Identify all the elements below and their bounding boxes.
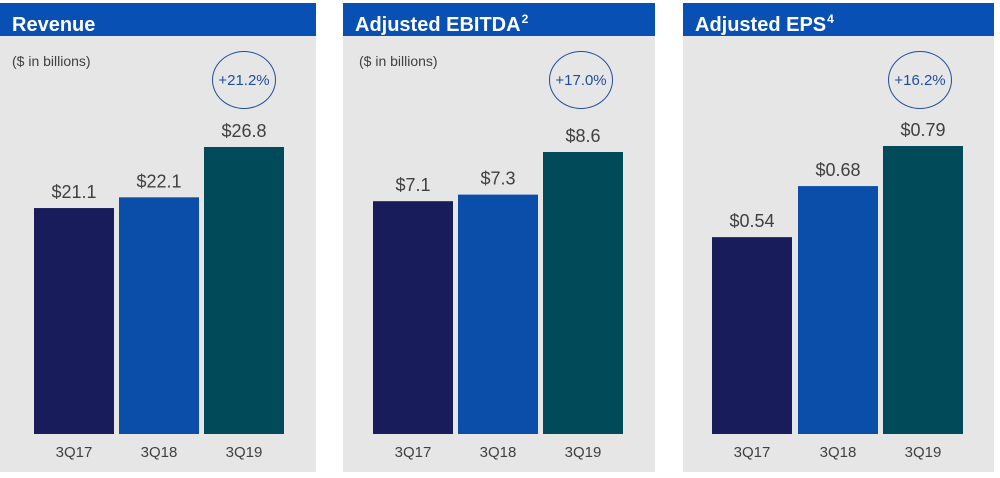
category-label: 3Q17 bbox=[395, 444, 432, 461]
growth-badge: +16.2% bbox=[888, 51, 952, 109]
category-label: 3Q18 bbox=[820, 444, 857, 461]
category-label: 3Q19 bbox=[905, 444, 942, 461]
category-label: 3Q18 bbox=[480, 444, 517, 461]
bar-value-label: $0.54 bbox=[729, 211, 774, 231]
bar-value-label: $22.1 bbox=[136, 171, 181, 191]
panel-title: Adjusted EBITDA2 bbox=[343, 3, 655, 36]
bar-value-label: $0.79 bbox=[900, 120, 945, 140]
bar-3q17 bbox=[712, 237, 792, 434]
bar-value-label: $7.1 bbox=[395, 175, 430, 195]
unit-note: ($ in billions) bbox=[12, 53, 91, 69]
bar-value-label: $0.68 bbox=[815, 160, 860, 180]
bar-3q17 bbox=[373, 201, 453, 434]
bar-3q18 bbox=[458, 194, 538, 434]
revenue-panel: Revenue ($ in billions) +21.2% $21.1 3Q17… bbox=[0, 3, 316, 472]
eps-panel: Adjusted EPS4 +16.2% $0.54 3Q17 $0.68 3Q18 $… bbox=[683, 3, 994, 472]
ebitda-panel: Adjusted EBITDA2 ($ in billions) +17.0% … bbox=[343, 3, 655, 472]
growth-badge: +17.0% bbox=[549, 51, 613, 109]
bar-value-label: $7.3 bbox=[480, 169, 515, 189]
bar-value-label: $8.6 bbox=[565, 126, 600, 146]
revenue-chart: $21.1 3Q17 $22.1 3Q18 $26.8 3Q19 bbox=[34, 121, 284, 461]
category-label: 3Q17 bbox=[56, 444, 93, 461]
category-label: 3Q17 bbox=[734, 444, 771, 461]
category-label: 3Q19 bbox=[226, 444, 263, 461]
category-label: 3Q18 bbox=[141, 444, 178, 461]
panel-title: Revenue bbox=[0, 3, 316, 36]
unit-note: ($ in billions) bbox=[359, 53, 438, 69]
bar-3q19 bbox=[204, 147, 284, 434]
ebitda-chart: $7.1 3Q17 $7.3 3Q18 $8.6 3Q19 bbox=[373, 126, 623, 461]
bar-3q18 bbox=[119, 197, 199, 434]
bar-3q17 bbox=[34, 208, 114, 434]
bar-value-label: $26.8 bbox=[221, 121, 266, 141]
bar-value-label: $21.1 bbox=[51, 182, 96, 202]
bar-3q19 bbox=[543, 152, 623, 434]
bar-3q19 bbox=[883, 146, 963, 434]
bar-3q18 bbox=[798, 186, 878, 434]
eps-chart: $0.54 3Q17 $0.68 3Q18 $0.79 3Q19 bbox=[712, 120, 963, 461]
category-label: 3Q19 bbox=[565, 444, 602, 461]
panel-title: Adjusted EPS4 bbox=[683, 3, 994, 36]
growth-badge: +21.2% bbox=[212, 51, 276, 109]
